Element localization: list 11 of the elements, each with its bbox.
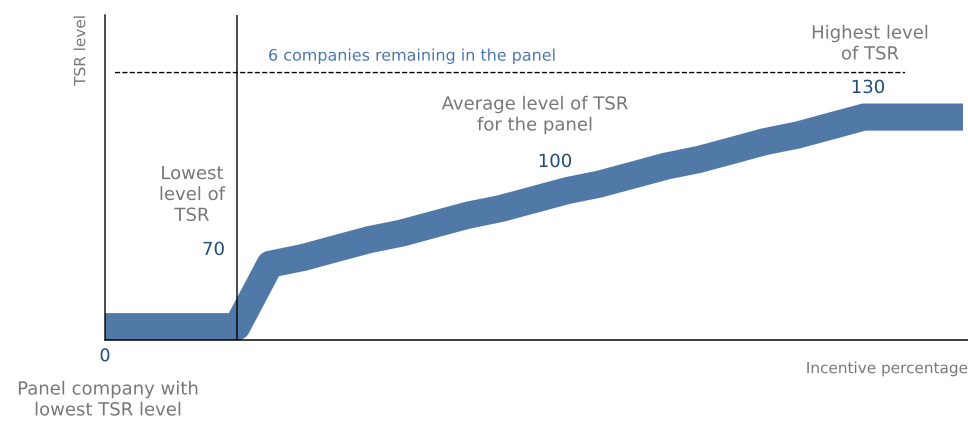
y-axis-title: TSR level — [74, 16, 86, 86]
ref-line-label: 6 companies remaining in the panel — [269, 48, 555, 64]
text: Panel company with lowest TSR level — [18, 380, 198, 416]
text: 130 — [852, 80, 884, 94]
annotation: Lowest level of TSR — [160, 166, 226, 222]
annotation: 100 — [540, 154, 572, 168]
annotation: Average level of TSR for the panel — [442, 96, 628, 134]
x-axis-title: Incentive percentage — [807, 362, 968, 376]
annotation: 70 — [204, 242, 224, 256]
text: Highest level of TSR — [812, 24, 928, 60]
text: 0 — [100, 348, 110, 362]
